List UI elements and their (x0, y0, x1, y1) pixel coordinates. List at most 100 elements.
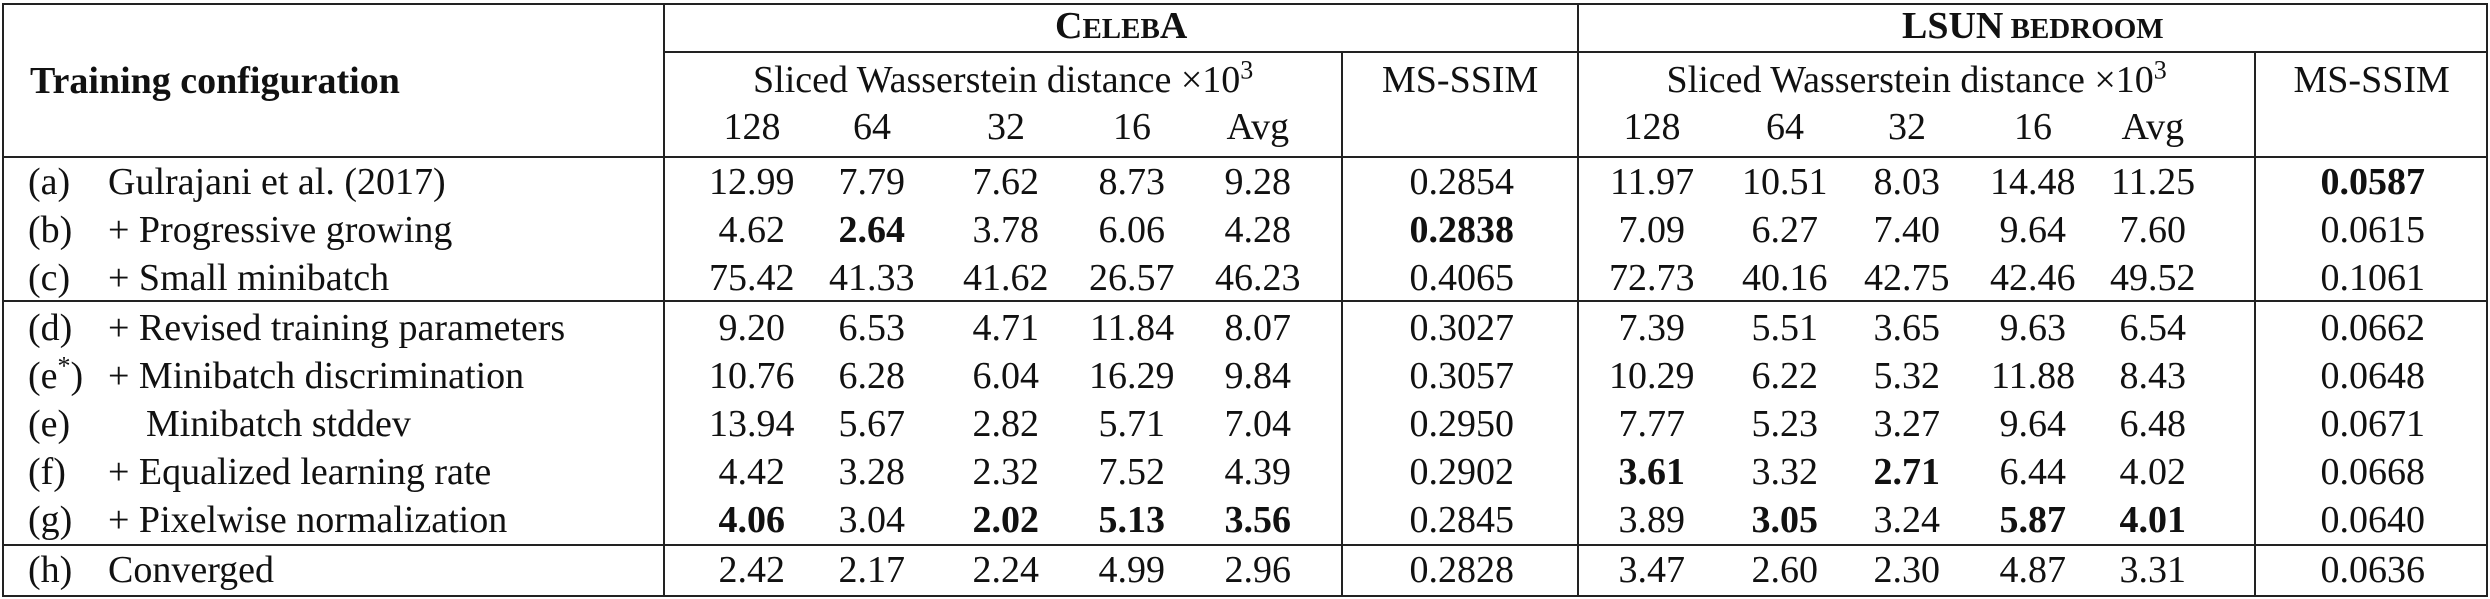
celeba-swd-cell: 26.57 (1089, 257, 1175, 299)
celeba-header-part: ELEB (1082, 13, 1160, 45)
lsun-swd-cell: 3.05 (1751, 499, 1819, 541)
row-tag: (b) (28, 209, 73, 251)
lsun-swd-cell: 3.61 (1618, 451, 1686, 493)
celeba-msssim-cell: 0.2845 (1409, 499, 1515, 541)
celeba-swd-cell: 9.28 (1224, 161, 1292, 203)
celeba-swd-cell: 2.17 (838, 549, 906, 591)
celeba-msssim-header: MS-SSIM (1382, 59, 1539, 101)
celeba-swd-cell: 12.99 (709, 161, 795, 203)
row-config-name: Converged (108, 549, 275, 591)
row-tag: (d) (28, 307, 73, 349)
row-config-name: + Small minibatch (108, 257, 390, 299)
celeba-swd-cell: 4.39 (1224, 451, 1292, 493)
celeba-swd-cell: 13.94 (709, 403, 795, 445)
lsun-swd-header: Sliced Wasserstein distance ×103 (1666, 55, 2167, 101)
celeba-header-part: A (1159, 5, 1188, 47)
lsun-swd-cell: 8.43 (2119, 355, 2187, 397)
lsun-resolution-avg: Avg (2121, 106, 2185, 148)
column-divider-config (663, 4, 665, 596)
lsun-swd-cell: 49.52 (2110, 257, 2196, 299)
celeba-msssim-cell: 0.2950 (1409, 403, 1515, 445)
lsun-swd-cell: 72.73 (1609, 257, 1695, 299)
lsun-bedroom-header: LSUN BEDROOM (1902, 3, 2164, 52)
lsun-swd-cell: 9.64 (1999, 209, 2067, 251)
row-tag: (a) (28, 161, 71, 203)
lsun-swd-cell: 5.23 (1751, 403, 1819, 445)
celeba-msssim-cell: 0.2838 (1409, 209, 1515, 251)
lsun-swd-cell: 2.60 (1751, 549, 1819, 591)
lsun-swd-cell: 9.63 (1999, 307, 2067, 349)
lsun-msssim-cell: 0.0640 (2320, 499, 2426, 541)
celeba-swd-cell: 5.13 (1098, 499, 1166, 541)
column-divider-datasets (1577, 4, 1579, 596)
celeba-msssim-cell: 0.3027 (1409, 307, 1515, 349)
table-right-border (2486, 4, 2488, 596)
celeba-swd-cell: 9.84 (1224, 355, 1292, 397)
top-rule (2, 3, 2488, 5)
lsun-swd-cell: 4.01 (2119, 499, 2187, 541)
row-config-name: Gulrajani et al. (2017) (108, 161, 446, 203)
celeba-swd-cell: 3.56 (1224, 499, 1292, 541)
lsun-msssim-cell: 0.0615 (2320, 209, 2426, 251)
celeba-msssim-cell: 0.4065 (1409, 257, 1515, 299)
celeba-swd-cell: 41.33 (829, 257, 915, 299)
row-config-name: + Progressive growing (108, 209, 453, 251)
celeba-swd-cell: 2.96 (1224, 549, 1292, 591)
dataset-rule (664, 51, 2488, 53)
celeba-swd-cell: 75.42 (709, 257, 795, 299)
celeba-swd-cell: 4.99 (1098, 549, 1166, 591)
lsun-swd-cell: 9.64 (1999, 403, 2067, 445)
lsun-swd-cell: 2.30 (1873, 549, 1941, 591)
celeba-resolution-128: 128 (723, 106, 781, 148)
lsun-swd-cell: 6.48 (2119, 403, 2187, 445)
lsun-msssim-cell: 0.0587 (2320, 161, 2426, 203)
lsun-swd-cell: 11.25 (2111, 161, 2196, 203)
lsun-swd-cell: 10.29 (1609, 355, 1695, 397)
row-tag: (g) (28, 499, 73, 541)
row-tag: (c) (28, 257, 71, 299)
row-config-name: + Revised training parameters (108, 307, 566, 349)
lsun-swd-cell: 42.75 (1864, 257, 1950, 299)
celeba-swd-cell: 4.62 (718, 209, 786, 251)
lsun-msssim-cell: 0.0668 (2320, 451, 2426, 493)
lsun-swd-cell: 7.77 (1618, 403, 1686, 445)
celeba-swd-header: Sliced Wasserstein distance ×103 (753, 55, 1254, 101)
lsun-swd-cell: 5.32 (1873, 355, 1941, 397)
celeba-swd-cell: 11.84 (1090, 307, 1175, 349)
lsun-swd-cell: 4.02 (2119, 451, 2187, 493)
lsun-swd-cell: 7.39 (1618, 307, 1686, 349)
row-config-name: + Equalized learning rate (108, 451, 492, 493)
celeba-resolution-32: 32 (987, 106, 1025, 148)
lsun-swd-cell: 42.46 (1990, 257, 2076, 299)
lsun-swd-cell: 7.09 (1618, 209, 1686, 251)
celeba-swd-cell: 6.06 (1098, 209, 1166, 251)
celeba-swd-cell: 46.23 (1215, 257, 1301, 299)
celeba-msssim-cell: 0.2854 (1409, 161, 1515, 203)
column-divider-lsun-ms (2254, 52, 2256, 596)
celeba-header-part: C (1055, 5, 1083, 47)
table-left-border (2, 4, 4, 596)
lsun-resolution-16: 16 (2014, 106, 2052, 148)
celeba-resolution-16: 16 (1113, 106, 1151, 148)
lsun-swd-cell: 10.51 (1742, 161, 1828, 203)
column-divider-celeba-ms (1341, 52, 1343, 596)
group-rule-1 (2, 300, 2488, 302)
group-rule-2 (2, 544, 2488, 546)
lsun-swd-cell: 3.24 (1873, 499, 1941, 541)
training-configuration-header: Training configuration (30, 60, 400, 102)
lsun-msssim-header: MS-SSIM (2293, 59, 2450, 101)
celeba-swd-cell: 2.24 (972, 549, 1040, 591)
bottom-rule (2, 595, 2488, 597)
lsun-swd-cell: 3.31 (2119, 549, 2187, 591)
celeba-swd-cell: 4.28 (1224, 209, 1292, 251)
celeba-swd-cell: 3.78 (972, 209, 1040, 251)
celeba-swd-cell: 6.04 (972, 355, 1040, 397)
lsun-msssim-cell: 0.0671 (2320, 403, 2426, 445)
lsun-swd-cell: 3.27 (1873, 403, 1941, 445)
lsun-swd-cell: 6.54 (2119, 307, 2187, 349)
celeba-swd-cell: 2.02 (972, 499, 1040, 541)
lsun-bedroom-header-part: BEDROOM (2003, 13, 2164, 45)
lsun-swd-cell: 40.16 (1742, 257, 1828, 299)
lsun-swd-cell: 3.65 (1873, 307, 1941, 349)
